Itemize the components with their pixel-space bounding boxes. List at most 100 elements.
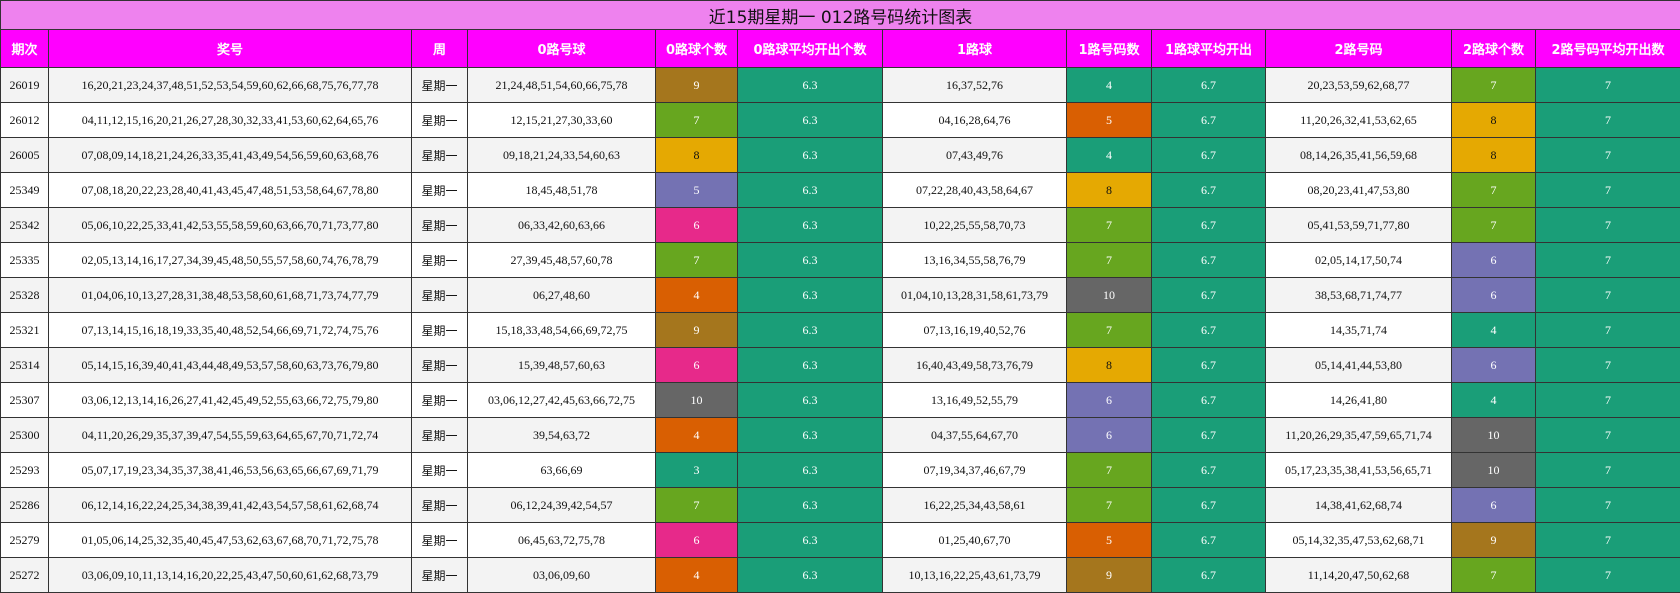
period-cell: 25300 (1, 418, 49, 453)
route2-balls-cell: 05,17,23,35,38,41,53,56,65,71 (1266, 453, 1452, 488)
route0-count-cell: 4 (656, 278, 738, 313)
route0-balls-cell: 15,18,33,48,54,66,69,72,75 (468, 313, 656, 348)
route2-avg-cell: 7 (1536, 453, 1680, 488)
route2-count-cell: 10 (1452, 453, 1536, 488)
route2-count-cell: 10 (1452, 418, 1536, 453)
route1-avg-cell: 6.7 (1152, 418, 1266, 453)
route1-count-cell: 9 (1067, 558, 1152, 593)
route1-avg-cell: 6.7 (1152, 523, 1266, 558)
route0-balls-cell: 06,12,24,39,42,54,57 (468, 488, 656, 523)
header-route1-count: 1路号码数 (1067, 30, 1152, 68)
winning-numbers-cell: 04,11,12,15,16,20,21,26,27,28,30,32,33,4… (49, 103, 412, 138)
route0-avg-cell: 6.3 (738, 208, 883, 243)
route0-balls-cell: 27,39,45,48,57,60,78 (468, 243, 656, 278)
route1-count-cell: 7 (1067, 488, 1152, 523)
winning-numbers-cell: 05,07,17,19,23,34,35,37,38,41,46,53,56,6… (49, 453, 412, 488)
header-route0-avg: 0路球平均开出个数 (738, 30, 883, 68)
route1-count-cell: 7 (1067, 453, 1152, 488)
route0-count-cell: 8 (656, 138, 738, 173)
header-route1-balls: 1路球 (883, 30, 1067, 68)
route1-avg-cell: 6.7 (1152, 313, 1266, 348)
header-route0-balls: 0路号球 (468, 30, 656, 68)
route2-balls-cell: 11,20,26,29,35,47,59,65,71,74 (1266, 418, 1452, 453)
weekday-cell: 星期一 (412, 103, 468, 138)
route2-avg-cell: 7 (1536, 488, 1680, 523)
route1-avg-cell: 6.7 (1152, 383, 1266, 418)
route2-count-cell: 6 (1452, 278, 1536, 313)
route1-count-cell: 8 (1067, 173, 1152, 208)
header-period: 期次 (1, 30, 49, 68)
route2-avg-cell: 7 (1536, 68, 1680, 103)
route1-balls-cell: 13,16,34,55,58,76,79 (883, 243, 1067, 278)
route1-balls-cell: 07,19,34,37,46,67,79 (883, 453, 1067, 488)
route0-count-cell: 5 (656, 173, 738, 208)
header-route2-count: 2路球个数 (1452, 30, 1536, 68)
winning-numbers-cell: 16,20,21,23,24,37,48,51,52,53,54,59,60,6… (49, 68, 412, 103)
route0-balls-cell: 03,06,12,27,42,45,63,66,72,75 (468, 383, 656, 418)
route0-avg-cell: 6.3 (738, 103, 883, 138)
winning-numbers-cell: 05,06,10,22,25,33,41,42,53,55,58,59,60,6… (49, 208, 412, 243)
route1-avg-cell: 6.7 (1152, 103, 1266, 138)
route0-avg-cell: 6.3 (738, 278, 883, 313)
route0-count-cell: 6 (656, 208, 738, 243)
route2-avg-cell: 7 (1536, 348, 1680, 383)
route2-avg-cell: 7 (1536, 523, 1680, 558)
weekday-cell: 星期一 (412, 453, 468, 488)
route2-count-cell: 7 (1452, 68, 1536, 103)
period-cell: 25321 (1, 313, 49, 348)
header-week: 周 (412, 30, 468, 68)
route2-balls-cell: 11,20,26,32,41,53,62,65 (1266, 103, 1452, 138)
weekday-cell: 星期一 (412, 383, 468, 418)
period-cell: 25307 (1, 383, 49, 418)
route0-balls-cell: 06,45,63,72,75,78 (468, 523, 656, 558)
header-route0-count: 0路球个数 (656, 30, 738, 68)
winning-numbers-cell: 06,12,14,16,22,24,25,34,38,39,41,42,43,5… (49, 488, 412, 523)
route0-balls-cell: 15,39,48,57,60,63 (468, 348, 656, 383)
route1-count-cell: 10 (1067, 278, 1152, 313)
route0-balls-cell: 06,27,48,60 (468, 278, 656, 313)
route0-avg-cell: 6.3 (738, 558, 883, 593)
route1-count-cell: 7 (1067, 313, 1152, 348)
route1-avg-cell: 6.7 (1152, 348, 1266, 383)
period-cell: 25328 (1, 278, 49, 313)
route1-avg-cell: 6.7 (1152, 173, 1266, 208)
route2-balls-cell: 14,26,41,80 (1266, 383, 1452, 418)
route1-balls-cell: 04,16,28,64,76 (883, 103, 1067, 138)
period-cell: 26005 (1, 138, 49, 173)
weekday-cell: 星期一 (412, 488, 468, 523)
route2-balls-cell: 14,35,71,74 (1266, 313, 1452, 348)
route2-avg-cell: 7 (1536, 208, 1680, 243)
route2-avg-cell: 7 (1536, 278, 1680, 313)
route0-avg-cell: 6.3 (738, 488, 883, 523)
route0-count-cell: 3 (656, 453, 738, 488)
period-cell: 25279 (1, 523, 49, 558)
weekday-cell: 星期一 (412, 313, 468, 348)
weekday-cell: 星期一 (412, 523, 468, 558)
route2-count-cell: 8 (1452, 138, 1536, 173)
route0-avg-cell: 6.3 (738, 383, 883, 418)
route2-count-cell: 7 (1452, 173, 1536, 208)
period-cell: 25272 (1, 558, 49, 593)
route2-balls-cell: 08,20,23,41,47,53,80 (1266, 173, 1452, 208)
route1-balls-cell: 13,16,49,52,55,79 (883, 383, 1067, 418)
winning-numbers-cell: 03,06,09,10,11,13,14,16,20,22,25,43,47,5… (49, 558, 412, 593)
route1-avg-cell: 6.7 (1152, 243, 1266, 278)
route0-count-cell: 4 (656, 558, 738, 593)
route0-balls-cell: 03,06,09,60 (468, 558, 656, 593)
route2-count-cell: 6 (1452, 488, 1536, 523)
route0-avg-cell: 6.3 (738, 173, 883, 208)
route0-count-cell: 7 (656, 103, 738, 138)
route1-count-cell: 4 (1067, 68, 1152, 103)
